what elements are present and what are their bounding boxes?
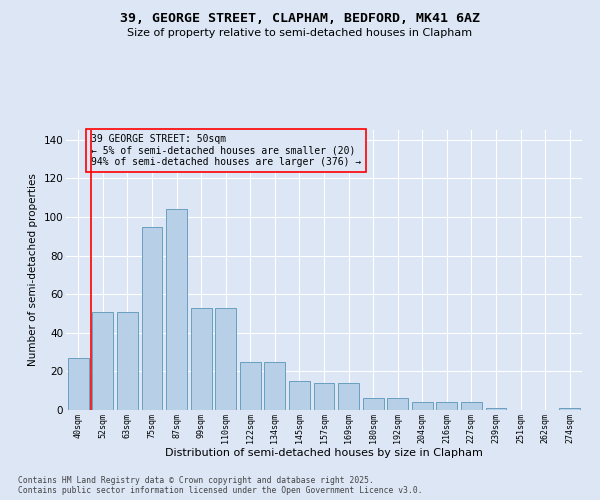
Text: 39 GEORGE STREET: 50sqm
← 5% of semi-detached houses are smaller (20)
94% of sem: 39 GEORGE STREET: 50sqm ← 5% of semi-det… <box>91 134 361 167</box>
Bar <box>362 398 383 410</box>
Bar <box>559 408 580 410</box>
Bar <box>68 358 89 410</box>
Bar <box>142 226 163 410</box>
Bar <box>92 312 113 410</box>
X-axis label: Distribution of semi-detached houses by size in Clapham: Distribution of semi-detached houses by … <box>165 448 483 458</box>
Text: 39, GEORGE STREET, CLAPHAM, BEDFORD, MK41 6AZ: 39, GEORGE STREET, CLAPHAM, BEDFORD, MK4… <box>120 12 480 26</box>
Bar <box>338 383 359 410</box>
Text: Size of property relative to semi-detached houses in Clapham: Size of property relative to semi-detach… <box>127 28 473 38</box>
Y-axis label: Number of semi-detached properties: Number of semi-detached properties <box>28 174 38 366</box>
Bar <box>117 312 138 410</box>
Bar <box>436 402 457 410</box>
Bar <box>289 381 310 410</box>
Bar <box>485 408 506 410</box>
Bar <box>412 402 433 410</box>
Bar <box>240 362 261 410</box>
Bar <box>166 209 187 410</box>
Bar <box>461 402 482 410</box>
Bar <box>191 308 212 410</box>
Bar <box>215 308 236 410</box>
Text: Contains HM Land Registry data © Crown copyright and database right 2025.
Contai: Contains HM Land Registry data © Crown c… <box>18 476 422 495</box>
Bar <box>314 383 334 410</box>
Bar <box>387 398 408 410</box>
Bar <box>265 362 286 410</box>
